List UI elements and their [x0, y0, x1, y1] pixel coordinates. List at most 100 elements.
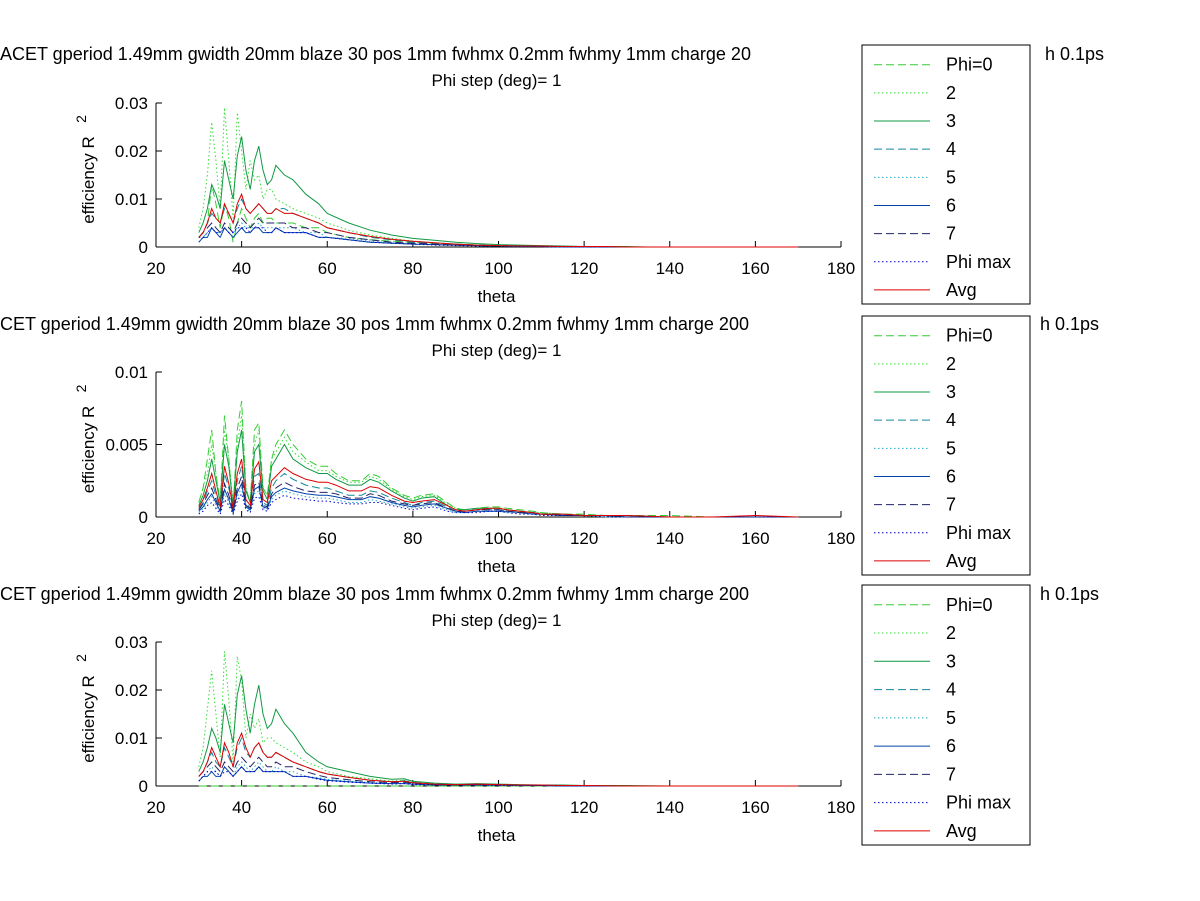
y-axis-label: efficiency R: [79, 406, 98, 494]
series-line-1: [198, 400, 799, 518]
legend-label: 7: [946, 764, 956, 784]
legend-label: Phi=0: [946, 55, 993, 75]
legend-label: 7: [946, 224, 956, 244]
legend: Phi=0 2 3 4 5 6 7 Phi max Avg: [861, 44, 1031, 305]
x-tick-label: 20: [147, 259, 166, 278]
x-tick-label: 100: [484, 798, 512, 817]
chart-title: CET gperiod 1.49mm gwidth 20mm blaze 30 …: [0, 314, 749, 334]
y-axis-label-superscript: 2: [73, 654, 89, 662]
legend-label: 3: [946, 111, 956, 131]
series-line-9: [198, 192, 799, 248]
legend-label: Phi=0: [946, 595, 993, 615]
y-tick-label: 0.03: [115, 633, 148, 652]
x-tick-label: 80: [403, 529, 422, 548]
chart-title: ACET gperiod 1.49mm gwidth 20mm blaze 30…: [0, 44, 751, 64]
y-tick-label: 0.03: [115, 94, 148, 113]
legend-label: 2: [946, 623, 956, 643]
y-tick-label: 0.01: [115, 729, 148, 748]
chart-title-tail: h 0.1ps: [1040, 314, 1099, 334]
chart-title-tail: h 0.1ps: [1045, 44, 1104, 64]
y-tick-label: 0.02: [115, 142, 148, 161]
x-tick-label: 20: [147, 529, 166, 548]
subplot-3: 20 40 60 80 100 120 140 160 180 0 0.01 0.02 0.03 CET …: [0, 584, 1099, 846]
x-tick-label: 140: [656, 529, 684, 548]
y-axis-label: efficiency R: [79, 675, 98, 763]
y-axis-label-superscript: 2: [73, 115, 89, 123]
x-tick-label: 120: [570, 259, 598, 278]
series-line-9: [198, 458, 799, 518]
legend-label: 7: [946, 495, 956, 515]
legend-label: Phi max: [946, 523, 1011, 543]
x-axis-label: theta: [478, 557, 516, 576]
x-tick-label: 60: [318, 259, 337, 278]
plot-area: [156, 103, 841, 247]
x-tick-label: 120: [570, 529, 598, 548]
x-tick-label: 180: [827, 798, 855, 817]
x-tick-label: 180: [827, 529, 855, 548]
subplot-1: 20 40 60 80 100 120 140 160 180 0 0.01 0.02 0.03 ACET…: [0, 44, 1104, 306]
legend-label: 2: [946, 83, 956, 103]
y-tick-label: 0.01: [115, 363, 148, 382]
x-tick-label: 40: [232, 529, 251, 548]
x-tick-label: 140: [656, 259, 684, 278]
legend-label: Phi max: [946, 793, 1011, 813]
legend-label: Avg: [946, 551, 977, 571]
y-tick-label: 0: [139, 777, 148, 796]
legend-label: 5: [946, 708, 956, 728]
legend-label: 4: [946, 680, 956, 700]
x-axis-label: theta: [478, 287, 516, 306]
legend: Phi=0 2 3 4 5 6 7 Phi max Avg: [861, 315, 1031, 576]
legend-box: [861, 44, 1031, 305]
legend-label: 6: [946, 466, 956, 486]
x-tick-label: 160: [741, 798, 769, 817]
legend-label: 4: [946, 410, 956, 430]
legend-label: 5: [946, 167, 956, 187]
legend-label: 5: [946, 438, 956, 458]
x-tick-label: 100: [484, 529, 512, 548]
legend-label: 6: [946, 195, 956, 215]
x-tick-label: 20: [147, 798, 166, 817]
legend-label: 4: [946, 139, 956, 159]
x-tick-label: 140: [656, 798, 684, 817]
legend-label: 2: [946, 354, 956, 374]
chart-title: CET gperiod 1.49mm gwidth 20mm blaze 30 …: [0, 584, 749, 604]
x-tick-label: 80: [403, 259, 422, 278]
series-line-7: [198, 756, 799, 787]
series-line-6: [198, 482, 799, 518]
subplot-2: 20 40 60 80 100 120 140 160 180 0 0.005 0.01 CET gpe…: [0, 314, 1099, 576]
chart-subtitle: Phi step (deg)= 1: [432, 71, 562, 90]
chart-subtitle: Phi step (deg)= 1: [432, 611, 562, 630]
x-tick-label: 160: [741, 529, 769, 548]
y-tick-label: 0.005: [105, 436, 148, 455]
y-tick-label: 0: [139, 508, 148, 527]
legend-label: 3: [946, 382, 956, 402]
y-axis-label: efficiency R: [79, 136, 98, 224]
legend-label: Avg: [946, 280, 977, 300]
y-tick-label: 0.02: [115, 681, 148, 700]
plot-area: [156, 642, 841, 786]
y-axis-label-superscript: 2: [73, 384, 89, 392]
legend-label: 3: [946, 651, 956, 671]
x-tick-label: 180: [827, 259, 855, 278]
x-tick-label: 160: [741, 259, 769, 278]
legend-label: 6: [946, 736, 956, 756]
legend: Phi=0 2 3 4 5 6 7 Phi max Avg: [861, 584, 1031, 846]
legend-label: Avg: [946, 821, 977, 841]
legend-label: Phi max: [946, 252, 1011, 272]
x-tick-label: 40: [232, 259, 251, 278]
x-tick-label: 80: [403, 798, 422, 817]
legend-label: Phi=0: [946, 326, 993, 346]
x-tick-label: 100: [484, 259, 512, 278]
series-line-9: [198, 731, 799, 787]
y-tick-label: 0: [139, 238, 148, 257]
legend-box: [861, 315, 1031, 576]
chart-subtitle: Phi step (deg)= 1: [432, 341, 562, 360]
x-axis-label: theta: [478, 826, 516, 845]
legend-box: [861, 584, 1031, 846]
chart-title-tail: h 0.1ps: [1040, 584, 1099, 604]
y-tick-label: 0.01: [115, 190, 148, 209]
x-tick-label: 40: [232, 798, 251, 817]
x-tick-label: 60: [318, 798, 337, 817]
x-tick-label: 60: [318, 529, 337, 548]
